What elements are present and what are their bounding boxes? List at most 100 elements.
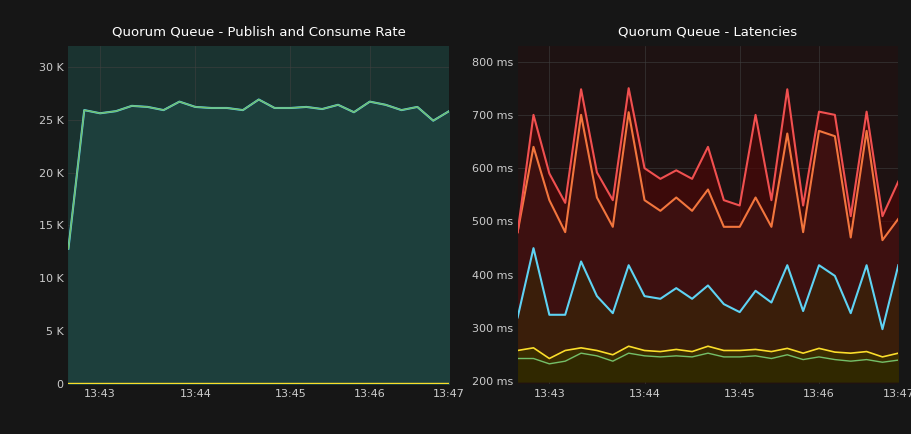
Latency (ms) 75th bbox=[639, 348, 650, 353]
Latency (ms) 50th bbox=[622, 351, 633, 356]
Consumed bbox=[206, 105, 217, 111]
Published bbox=[142, 104, 153, 109]
Latency (ms) 95th bbox=[701, 283, 712, 288]
Latency (ms) 99.9th bbox=[844, 214, 855, 219]
Confirmed bbox=[142, 381, 153, 386]
Latency (ms) 50th bbox=[591, 353, 602, 358]
Latency (ms) 75th bbox=[543, 356, 554, 361]
Latency (ms) 50th bbox=[876, 360, 887, 365]
Latency (ms) 99th bbox=[860, 128, 871, 134]
Latency (ms) 99th bbox=[765, 224, 776, 230]
Confirmed bbox=[253, 381, 264, 386]
Latency (ms) 75th bbox=[765, 349, 776, 354]
Confirmed bbox=[221, 381, 232, 386]
Consumed bbox=[427, 118, 438, 123]
Confirmed bbox=[189, 381, 200, 386]
Latency (ms) 99.9th bbox=[892, 179, 903, 184]
Latency (ms) 95th bbox=[765, 300, 776, 305]
Consumed bbox=[380, 102, 391, 108]
Latency (ms) 99.9th bbox=[813, 109, 824, 114]
Published bbox=[63, 246, 74, 251]
Latency (ms) 95th bbox=[828, 273, 839, 279]
Line: Latency (ms) 99.9th: Latency (ms) 99.9th bbox=[517, 88, 897, 232]
Latency (ms) 95th bbox=[749, 288, 760, 293]
Latency (ms) 75th bbox=[654, 349, 665, 354]
Latency (ms) 99.9th bbox=[718, 197, 729, 203]
Confirmed bbox=[380, 381, 391, 386]
Latency (ms) 75th bbox=[527, 345, 538, 350]
Consumed bbox=[78, 108, 89, 113]
Consumed bbox=[237, 108, 248, 113]
Line: Latency (ms) 75th: Latency (ms) 75th bbox=[517, 346, 897, 358]
Consumed bbox=[253, 97, 264, 102]
Latency (ms) 50th bbox=[654, 354, 665, 359]
Latency (ms) 75th bbox=[781, 346, 792, 351]
Latency (ms) 95th bbox=[575, 259, 586, 264]
Consumed bbox=[95, 111, 106, 116]
Latency (ms) 50th bbox=[527, 356, 538, 361]
Latency (ms) 95th bbox=[718, 302, 729, 307]
Latency (ms) 99.9th bbox=[527, 112, 538, 118]
Confirmed bbox=[412, 381, 423, 386]
Latency (ms) 99th bbox=[718, 224, 729, 230]
Line: Published: Published bbox=[68, 99, 448, 249]
Published bbox=[237, 108, 248, 113]
Consumed bbox=[110, 108, 121, 114]
Confirmed bbox=[443, 381, 454, 386]
Latency (ms) 99th bbox=[844, 235, 855, 240]
Latency (ms) 99.9th bbox=[607, 197, 618, 203]
Latency (ms) 95th bbox=[876, 326, 887, 332]
Line: Latency (ms) 50th: Latency (ms) 50th bbox=[517, 353, 897, 364]
Latency (ms) 99th bbox=[749, 195, 760, 200]
Latency (ms) 75th bbox=[622, 344, 633, 349]
Latency (ms) 99.9th bbox=[654, 176, 665, 181]
Latency (ms) 95th bbox=[527, 246, 538, 251]
Published bbox=[158, 108, 169, 113]
Published bbox=[78, 108, 89, 113]
Latency (ms) 99.9th bbox=[876, 214, 887, 219]
Latency (ms) 99th bbox=[543, 197, 554, 203]
Confirmed bbox=[174, 381, 185, 386]
Published bbox=[333, 102, 343, 108]
Title: Quorum Queue - Publish and Consume Rate: Quorum Queue - Publish and Consume Rate bbox=[112, 26, 405, 39]
Latency (ms) 99.9th bbox=[591, 170, 602, 175]
Latency (ms) 99th bbox=[622, 110, 633, 115]
Confirmed bbox=[127, 381, 138, 386]
Title: Quorum Queue - Latencies: Quorum Queue - Latencies bbox=[618, 26, 796, 39]
Confirmed bbox=[237, 381, 248, 386]
Published bbox=[395, 108, 406, 113]
Latency (ms) 99th bbox=[733, 224, 744, 230]
Latency (ms) 75th bbox=[844, 351, 855, 356]
Confirmed bbox=[63, 381, 74, 386]
Latency (ms) 75th bbox=[860, 349, 871, 354]
Latency (ms) 99th bbox=[701, 187, 712, 192]
Confirmed bbox=[158, 381, 169, 386]
Published bbox=[206, 105, 217, 111]
Latency (ms) 95th bbox=[512, 315, 523, 320]
Published bbox=[221, 105, 232, 111]
Latency (ms) 99.9th bbox=[622, 85, 633, 91]
Consumed bbox=[127, 103, 138, 108]
Latency (ms) 95th bbox=[686, 296, 697, 301]
Latency (ms) 50th bbox=[860, 357, 871, 362]
Published bbox=[174, 99, 185, 104]
Latency (ms) 99.9th bbox=[733, 203, 744, 208]
Published bbox=[189, 104, 200, 109]
Latency (ms) 75th bbox=[797, 351, 808, 356]
Consumed bbox=[174, 99, 185, 104]
Latency (ms) 50th bbox=[749, 353, 760, 358]
Latency (ms) 95th bbox=[559, 312, 570, 317]
Latency (ms) 99th bbox=[575, 112, 586, 118]
Consumed bbox=[301, 104, 312, 109]
Latency (ms) 99.9th bbox=[559, 200, 570, 205]
Confirmed bbox=[285, 381, 296, 386]
Published bbox=[301, 104, 312, 109]
Confirmed bbox=[316, 381, 327, 386]
Consumed bbox=[395, 108, 406, 113]
Published bbox=[285, 105, 296, 111]
Consumed bbox=[221, 105, 232, 111]
Published bbox=[110, 108, 121, 114]
Published bbox=[380, 102, 391, 108]
Latency (ms) 50th bbox=[797, 357, 808, 362]
Latency (ms) 50th bbox=[781, 352, 792, 357]
